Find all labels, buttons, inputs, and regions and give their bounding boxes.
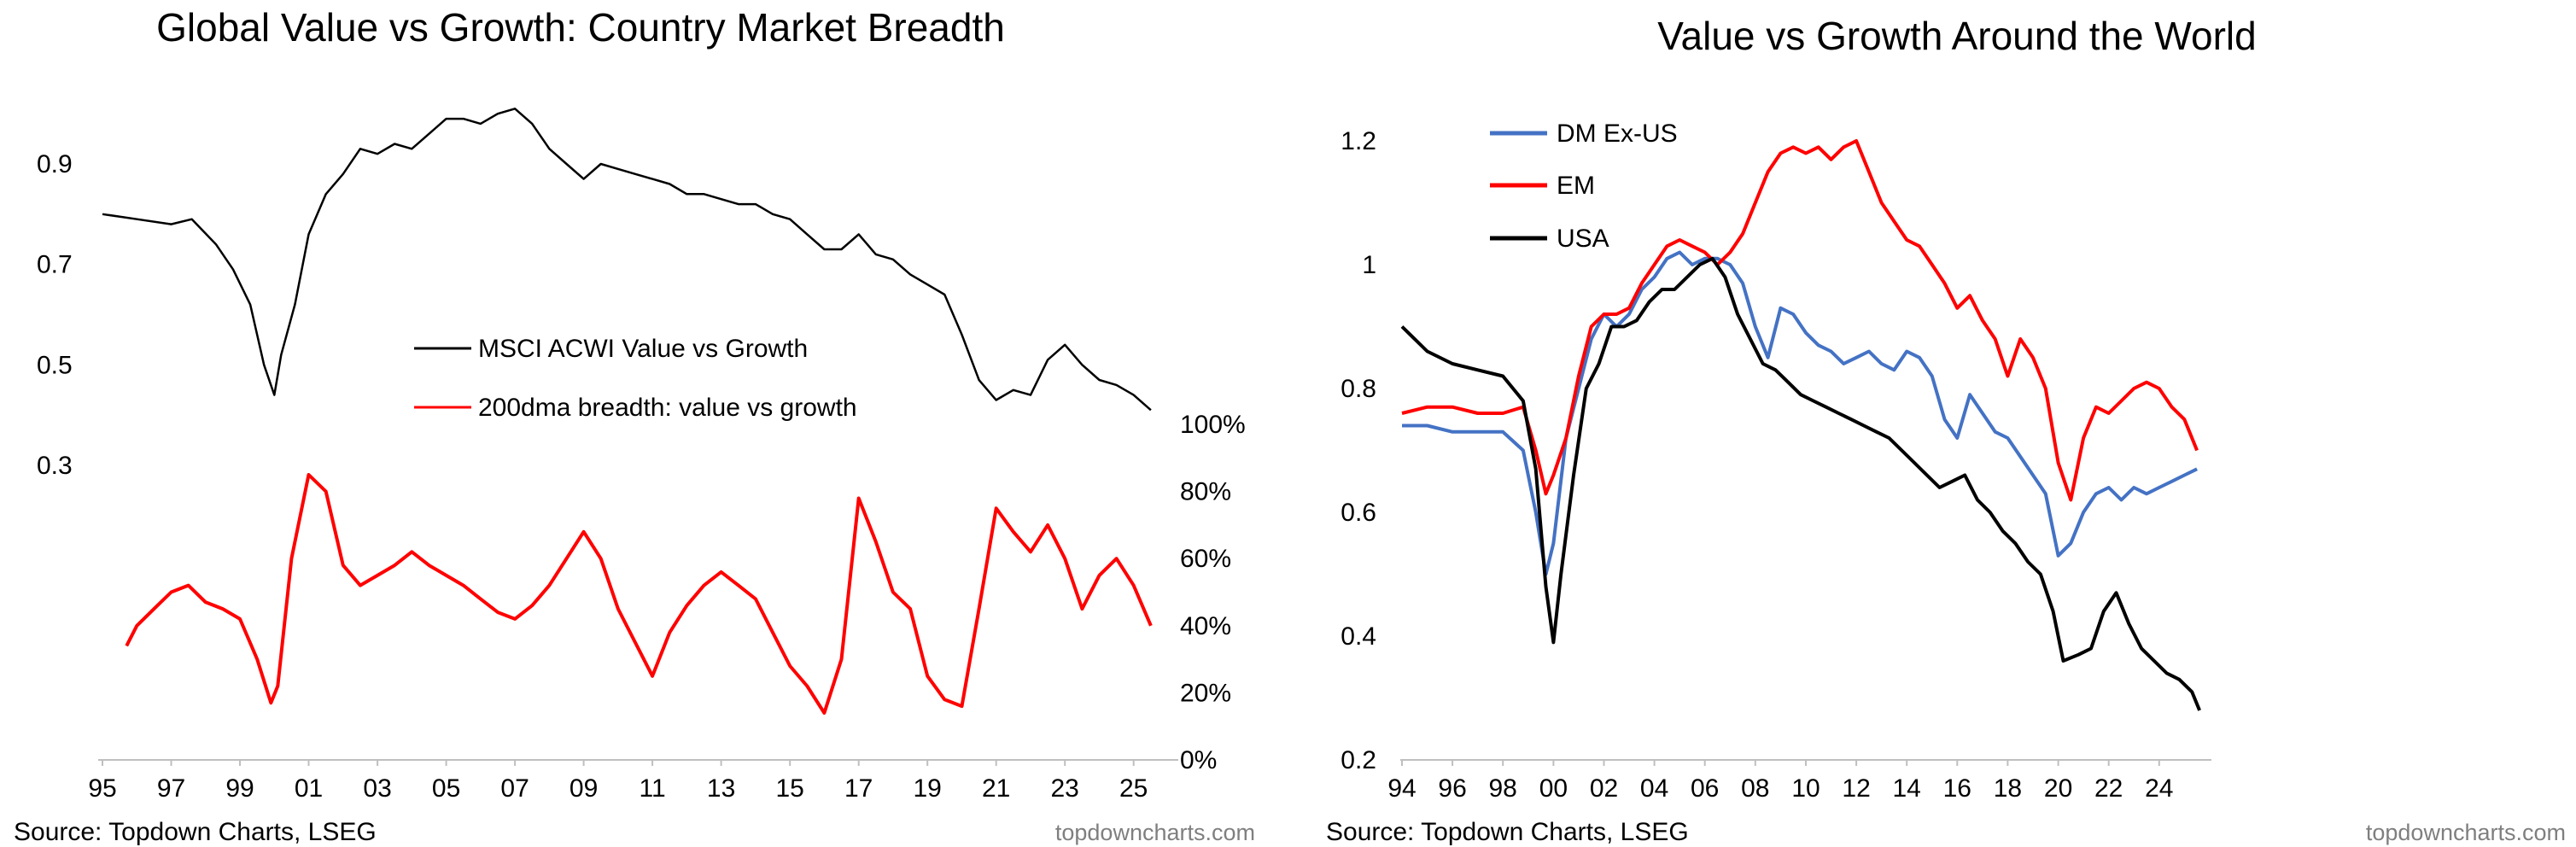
y-right-tick-label: 100% — [1180, 411, 1246, 439]
x-tick-label: 12 — [1842, 774, 1870, 803]
x-tick-label: 08 — [1741, 774, 1769, 803]
y-right-tick-label: 0% — [1180, 746, 1217, 774]
x-tick-label: 04 — [1640, 774, 1668, 803]
chart-left-y-right-tick-labels: 100% 80% 60% 40% 20% 0% — [1180, 411, 1246, 774]
x-tick-label: 09 — [570, 774, 598, 803]
x-tick-label: 01 — [295, 774, 323, 803]
x-tick-label: 22 — [2094, 774, 2123, 803]
legend-label-usa: USA — [1557, 225, 1609, 253]
y-tick-label: 0.2 — [1341, 746, 1376, 774]
chart-right-y-tick-labels: 1.2 1 0.8 0.6 0.4 0.2 — [1341, 127, 1376, 774]
y-left-tick-label: 0.9 — [37, 150, 73, 178]
legend-label-em: EM — [1557, 172, 1595, 200]
chart-left-brand: topdowncharts.com — [1055, 820, 1255, 845]
x-tick-label: 02 — [1590, 774, 1618, 803]
chart-right-x-tick-labels: 94 96 98 00 02 04 06 08 10 12 14 16 18 20 22 24 — [1387, 760, 2173, 803]
series-line-usa — [1400, 256, 2201, 711]
chart-right-series — [1400, 139, 2201, 711]
y-right-tick-label: 60% — [1180, 545, 1231, 573]
chart-left-legend: MSCI ACWI Value vs Growth 200dma breadth… — [414, 335, 857, 422]
x-tick-label: 20 — [2044, 774, 2072, 803]
chart-left-title: Global Value vs Growth: Country Market B… — [156, 5, 1005, 50]
series-line-breadth — [125, 473, 1153, 715]
chart-left-x-tick-labels: 95 97 99 01 03 05 07 09 11 13 15 17 19 21 23 25 — [88, 760, 1148, 803]
y-left-tick-label: 0.7 — [37, 251, 73, 279]
series-line-em — [1401, 139, 2199, 502]
y-tick-label: 1.2 — [1341, 127, 1376, 155]
legend-label-breadth: 200dma breadth: value vs growth — [478, 394, 857, 422]
x-tick-label: 21 — [982, 774, 1010, 803]
chart-right: Value vs Growth Around the World 94 96 98 0… — [1326, 14, 2566, 846]
legend-label-msci: MSCI ACWI Value vs Growth — [478, 335, 808, 363]
x-tick-label: 94 — [1387, 774, 1416, 803]
x-tick-label: 23 — [1051, 774, 1079, 803]
x-tick-label: 18 — [1994, 774, 2022, 803]
chart-left: Global Value vs Growth: Country Market B… — [14, 5, 1255, 846]
y-tick-label: 0.6 — [1341, 499, 1376, 527]
x-tick-label: 95 — [88, 774, 116, 803]
y-tick-label: 0.8 — [1341, 375, 1376, 403]
series-line-msci — [102, 108, 1152, 412]
x-tick-label: 24 — [2145, 774, 2173, 803]
chart-right-legend: DM Ex-US EM USA — [1490, 120, 1678, 253]
x-tick-label: 10 — [1791, 774, 1820, 803]
x-tick-label: 00 — [1539, 774, 1568, 803]
x-tick-label: 07 — [500, 774, 529, 803]
chart-left-series — [102, 108, 1153, 715]
x-tick-label: 97 — [157, 774, 185, 803]
legend-label-dm: DM Ex-US — [1557, 120, 1678, 148]
chart-right-source: Source: Topdown Charts, LSEG — [1326, 818, 1689, 846]
x-tick-label: 03 — [363, 774, 391, 803]
series-line-dm-ex-us — [1402, 250, 2198, 576]
y-left-tick-label: 0.3 — [37, 452, 73, 480]
chart-left-y-left-tick-labels: 0.9 0.7 0.5 0.3 — [37, 150, 73, 480]
y-tick-label: 0.4 — [1341, 622, 1376, 651]
x-tick-label: 14 — [1893, 774, 1921, 803]
y-right-tick-label: 80% — [1180, 478, 1231, 506]
x-tick-label: 11 — [640, 774, 666, 803]
y-right-tick-label: 20% — [1180, 679, 1231, 707]
x-tick-label: 17 — [844, 774, 873, 803]
x-tick-label: 98 — [1489, 774, 1517, 803]
x-tick-label: 05 — [432, 774, 460, 803]
chart-right-brand: topdowncharts.com — [2366, 820, 2566, 845]
x-tick-label: 13 — [707, 774, 735, 803]
x-tick-label: 96 — [1438, 774, 1466, 803]
y-tick-label: 1 — [1362, 251, 1376, 279]
y-left-tick-label: 0.5 — [37, 351, 73, 379]
x-tick-label: 19 — [914, 774, 942, 803]
x-tick-label: 06 — [1691, 774, 1719, 803]
chart-left-source: Source: Topdown Charts, LSEG — [14, 818, 377, 846]
chart-right-title: Value vs Growth Around the World — [1657, 14, 2256, 58]
x-tick-label: 15 — [776, 774, 804, 803]
x-tick-label: 16 — [1943, 774, 1971, 803]
x-tick-label: 99 — [225, 774, 254, 803]
y-right-tick-label: 40% — [1180, 612, 1231, 640]
x-tick-label: 25 — [1119, 774, 1148, 803]
